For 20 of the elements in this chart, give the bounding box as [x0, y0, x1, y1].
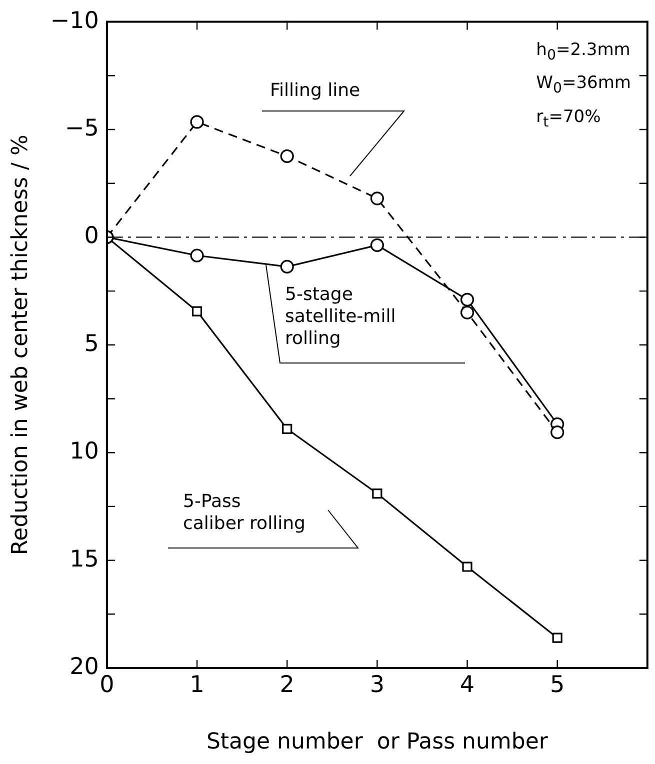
y-tick-label: 15 [70, 546, 99, 572]
y-tick-label: −5 [65, 115, 99, 142]
x-tick-label: 5 [550, 672, 565, 698]
y-tick-label: 20 [70, 654, 99, 680]
annotation: r$_{t}$=70% [536, 106, 602, 132]
text: 5-Pass caliber rolling [183, 491, 306, 534]
annotation: h$_{0}$=2.3mm [536, 39, 631, 66]
series-label: 5-stage satellite-mill rolling [285, 284, 396, 349]
y-tick-label: −10 [50, 8, 99, 34]
y-tick-label: 0 [84, 223, 99, 250]
annotation: W$_{0}$=36mm [536, 72, 631, 99]
x-tick-label: 4 [460, 672, 475, 698]
y-axis-title: Reduction in web center thickness / % [8, 134, 33, 556]
y-tick-label: 10 [70, 438, 99, 465]
text: Filling line [270, 80, 360, 101]
x-axis-title: Stage number or Pass number [206, 730, 549, 755]
y-tick-label: 5 [84, 330, 99, 357]
x-tick-label: 1 [190, 672, 204, 698]
x-tick-label: 2 [280, 672, 294, 698]
x-tick-label: 3 [370, 672, 384, 698]
